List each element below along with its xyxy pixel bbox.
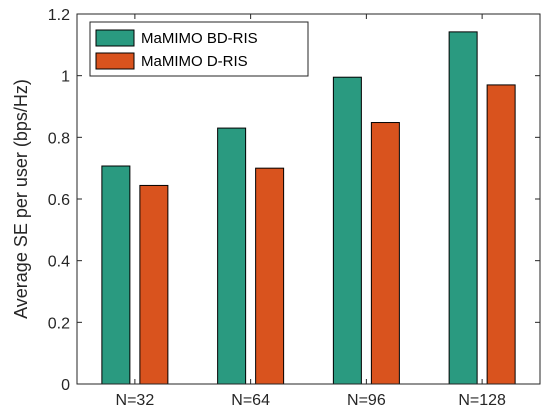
bar-bd-ris-n96 (332, 76, 362, 385)
x-tick-label: N=64 (231, 392, 270, 409)
x-ticks-group: N=32 N=64 N=96 N=128 (116, 14, 506, 409)
y-tick-label: 0.6 (48, 192, 70, 209)
y-tick-label: 0.4 (48, 254, 70, 271)
plot-frame (76, 13, 541, 385)
bar-d-ris-n128 (486, 84, 516, 385)
bars-group (101, 31, 516, 385)
legend-label-bd-ris: MaMIMO BD-RIS (141, 30, 258, 47)
bar-bd-ris-n128 (448, 31, 478, 385)
y-axis-label: Average SE per user (bps/Hz) (11, 79, 31, 319)
y-tick-label: 0 (61, 377, 70, 394)
bar-d-ris-n96 (370, 122, 400, 385)
bar-bd-ris-n64 (217, 127, 247, 385)
y-tick-label: 1 (61, 69, 70, 86)
y-tick-label: 0.8 (48, 130, 70, 147)
y-tick-label: 1.2 (48, 7, 70, 24)
legend: MaMIMO BD-RIS MaMIMO D-RIS (89, 21, 309, 77)
legend-swatch-d-ris (95, 52, 135, 70)
bar-d-ris-n32 (139, 184, 169, 385)
y-ticks-group: 0 0.2 0.4 0.6 0.8 1 1.2 (48, 7, 540, 394)
x-tick-label: N=96 (347, 392, 386, 409)
legend-label-d-ris: MaMIMO D-RIS (141, 53, 248, 70)
bar-bd-ris-n32 (101, 165, 131, 385)
bar-d-ris-n64 (255, 167, 285, 385)
y-tick-label: 0.2 (48, 315, 70, 332)
legend-swatch-bd-ris (95, 29, 135, 47)
x-tick-label: N=32 (116, 392, 155, 409)
x-tick-label: N=128 (458, 392, 506, 409)
